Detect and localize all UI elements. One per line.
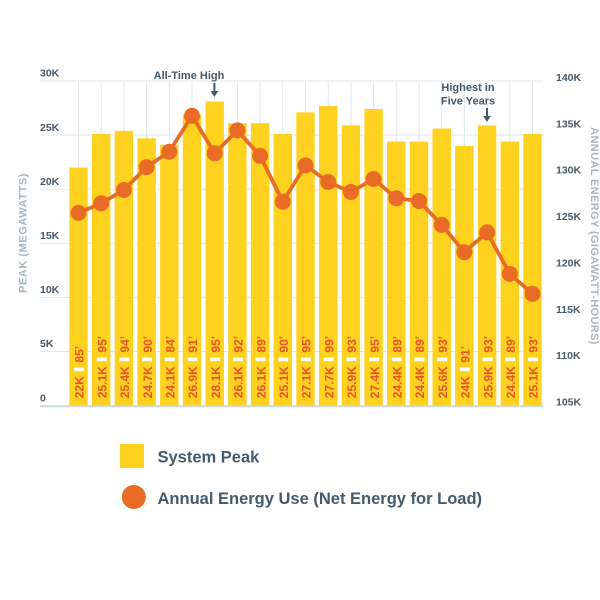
svg-text:89’: 89’	[391, 336, 405, 353]
svg-text:System Peak: System Peak	[158, 449, 261, 467]
svg-text:95’: 95’	[300, 336, 314, 353]
svg-text:94’: 94’	[118, 336, 132, 353]
svg-text:85’: 85’	[73, 346, 87, 363]
svg-text:27.4K: 27.4K	[368, 366, 382, 398]
svg-text:25K: 25K	[40, 122, 60, 134]
svg-text:30K: 30K	[40, 68, 60, 80]
svg-text:All-Time High: All-Time High	[154, 70, 225, 82]
svg-text:92’: 92’	[232, 336, 246, 353]
svg-text:93’: 93’	[527, 336, 541, 353]
svg-text:27.7K: 27.7K	[322, 366, 336, 398]
svg-text:PEAK (MEGAWATTS): PEAK (MEGAWATTS)	[18, 173, 30, 293]
svg-text:110K: 110K	[556, 350, 581, 362]
svg-text:99’: 99’	[322, 336, 336, 353]
svg-text:27.1K: 27.1K	[300, 366, 314, 398]
svg-text:115K: 115K	[556, 304, 581, 316]
svg-text:24.4K: 24.4K	[391, 366, 405, 398]
svg-text:25.1K: 25.1K	[527, 366, 541, 398]
svg-text:93’: 93’	[345, 336, 359, 353]
svg-text:24.1K: 24.1K	[164, 366, 178, 398]
svg-text:Highest in: Highest in	[441, 82, 494, 94]
svg-text:25.9K: 25.9K	[481, 366, 495, 398]
svg-text:125K: 125K	[556, 211, 582, 223]
svg-text:140K: 140K	[556, 72, 582, 84]
svg-text:25.6K: 25.6K	[436, 366, 450, 398]
svg-text:28.1K: 28.1K	[209, 366, 223, 398]
svg-text:89’: 89’	[504, 336, 518, 353]
svg-text:24K: 24K	[459, 376, 473, 398]
svg-text:24.7K: 24.7K	[141, 366, 155, 398]
svg-text:24.4K: 24.4K	[413, 366, 427, 398]
svg-text:93’: 93’	[436, 336, 450, 353]
svg-text:90’: 90’	[141, 336, 155, 353]
svg-text:105K: 105K	[556, 397, 582, 409]
svg-text:95’: 95’	[209, 336, 223, 353]
svg-text:26.9K: 26.9K	[186, 366, 200, 398]
svg-text:25.9K: 25.9K	[345, 366, 359, 398]
svg-text:0: 0	[40, 392, 46, 404]
svg-text:20K: 20K	[40, 176, 60, 188]
svg-text:120K: 120K	[556, 258, 582, 270]
svg-text:24.4K: 24.4K	[504, 366, 518, 398]
svg-text:135K: 135K	[556, 118, 582, 130]
svg-text:Five Years: Five Years	[441, 96, 495, 108]
svg-text:89’: 89’	[254, 336, 268, 353]
svg-text:25.1K: 25.1K	[277, 366, 291, 398]
svg-text:91’: 91’	[186, 336, 200, 353]
svg-text:26.1K: 26.1K	[254, 366, 268, 398]
svg-text:25.4K: 25.4K	[118, 366, 132, 398]
svg-text:26.1K: 26.1K	[232, 366, 246, 398]
svg-text:89’: 89’	[413, 336, 427, 353]
svg-text:Annual Energy Use (Net Energy: Annual Energy Use (Net Energy for Load)	[158, 490, 483, 508]
svg-text:95’: 95’	[95, 336, 109, 353]
svg-text:10K: 10K	[40, 284, 60, 296]
svg-text:95’: 95’	[368, 336, 382, 353]
svg-text:130K: 130K	[556, 165, 582, 177]
svg-text:84’: 84’	[164, 336, 178, 353]
svg-text:93’: 93’	[481, 336, 495, 353]
svg-text:22K: 22K	[73, 376, 87, 398]
svg-text:ANNUAL ENERGY (GIGAWATT-HOURS): ANNUAL ENERGY (GIGAWATT-HOURS)	[588, 127, 600, 345]
svg-text:15K: 15K	[40, 230, 60, 242]
svg-text:25.1K: 25.1K	[95, 366, 109, 398]
svg-text:90’: 90’	[277, 336, 291, 353]
svg-text:5K: 5K	[40, 338, 54, 350]
svg-text:91’: 91’	[459, 346, 473, 363]
